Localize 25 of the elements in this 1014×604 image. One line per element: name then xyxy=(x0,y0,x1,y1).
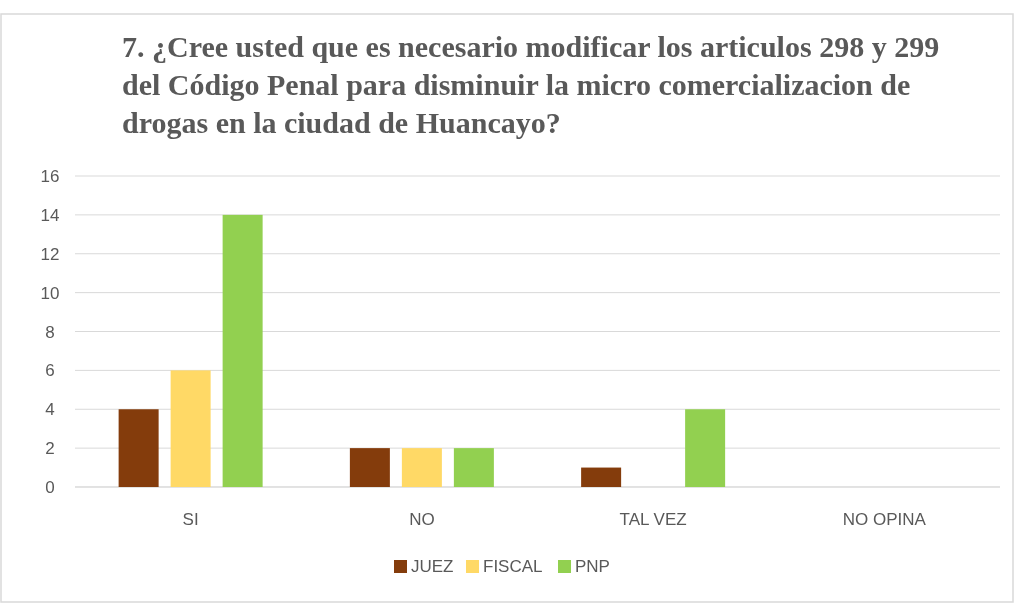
y-tick-label: 4 xyxy=(45,400,55,420)
bar xyxy=(685,409,726,487)
y-tick-label: 8 xyxy=(45,322,55,342)
y-tick-label: 6 xyxy=(45,361,55,381)
bar xyxy=(170,370,211,487)
bar xyxy=(453,448,494,487)
bar xyxy=(401,448,442,487)
chart-title: 7. ¿Cree usted que es necesario modificar los articulos 298 y 299 del Código Penal para disminuir la micro comercializacion de drogas en la ciudad de Huancayo? xyxy=(122,30,940,139)
y-tick-label: 10 xyxy=(40,283,60,303)
x-tick-label: TAL VEZ xyxy=(619,510,687,529)
y-tick-label: 12 xyxy=(40,244,60,264)
bar xyxy=(222,214,263,487)
legend-label: PNP xyxy=(575,557,610,576)
y-tick-label: 16 xyxy=(40,167,60,186)
y-tick-label: 2 xyxy=(45,439,55,459)
bar xyxy=(349,448,390,487)
bar xyxy=(581,467,622,487)
legend-label: JUEZ xyxy=(411,557,454,576)
bar xyxy=(118,409,159,487)
x-tick-label: NO OPINA xyxy=(842,510,927,529)
legend-label: FISCAL xyxy=(483,557,543,576)
y-tick-label: 14 xyxy=(40,205,60,225)
x-tick-label: SI xyxy=(182,510,199,529)
y-tick-label: 0 xyxy=(45,478,55,497)
x-tick-label: NO xyxy=(409,510,435,529)
